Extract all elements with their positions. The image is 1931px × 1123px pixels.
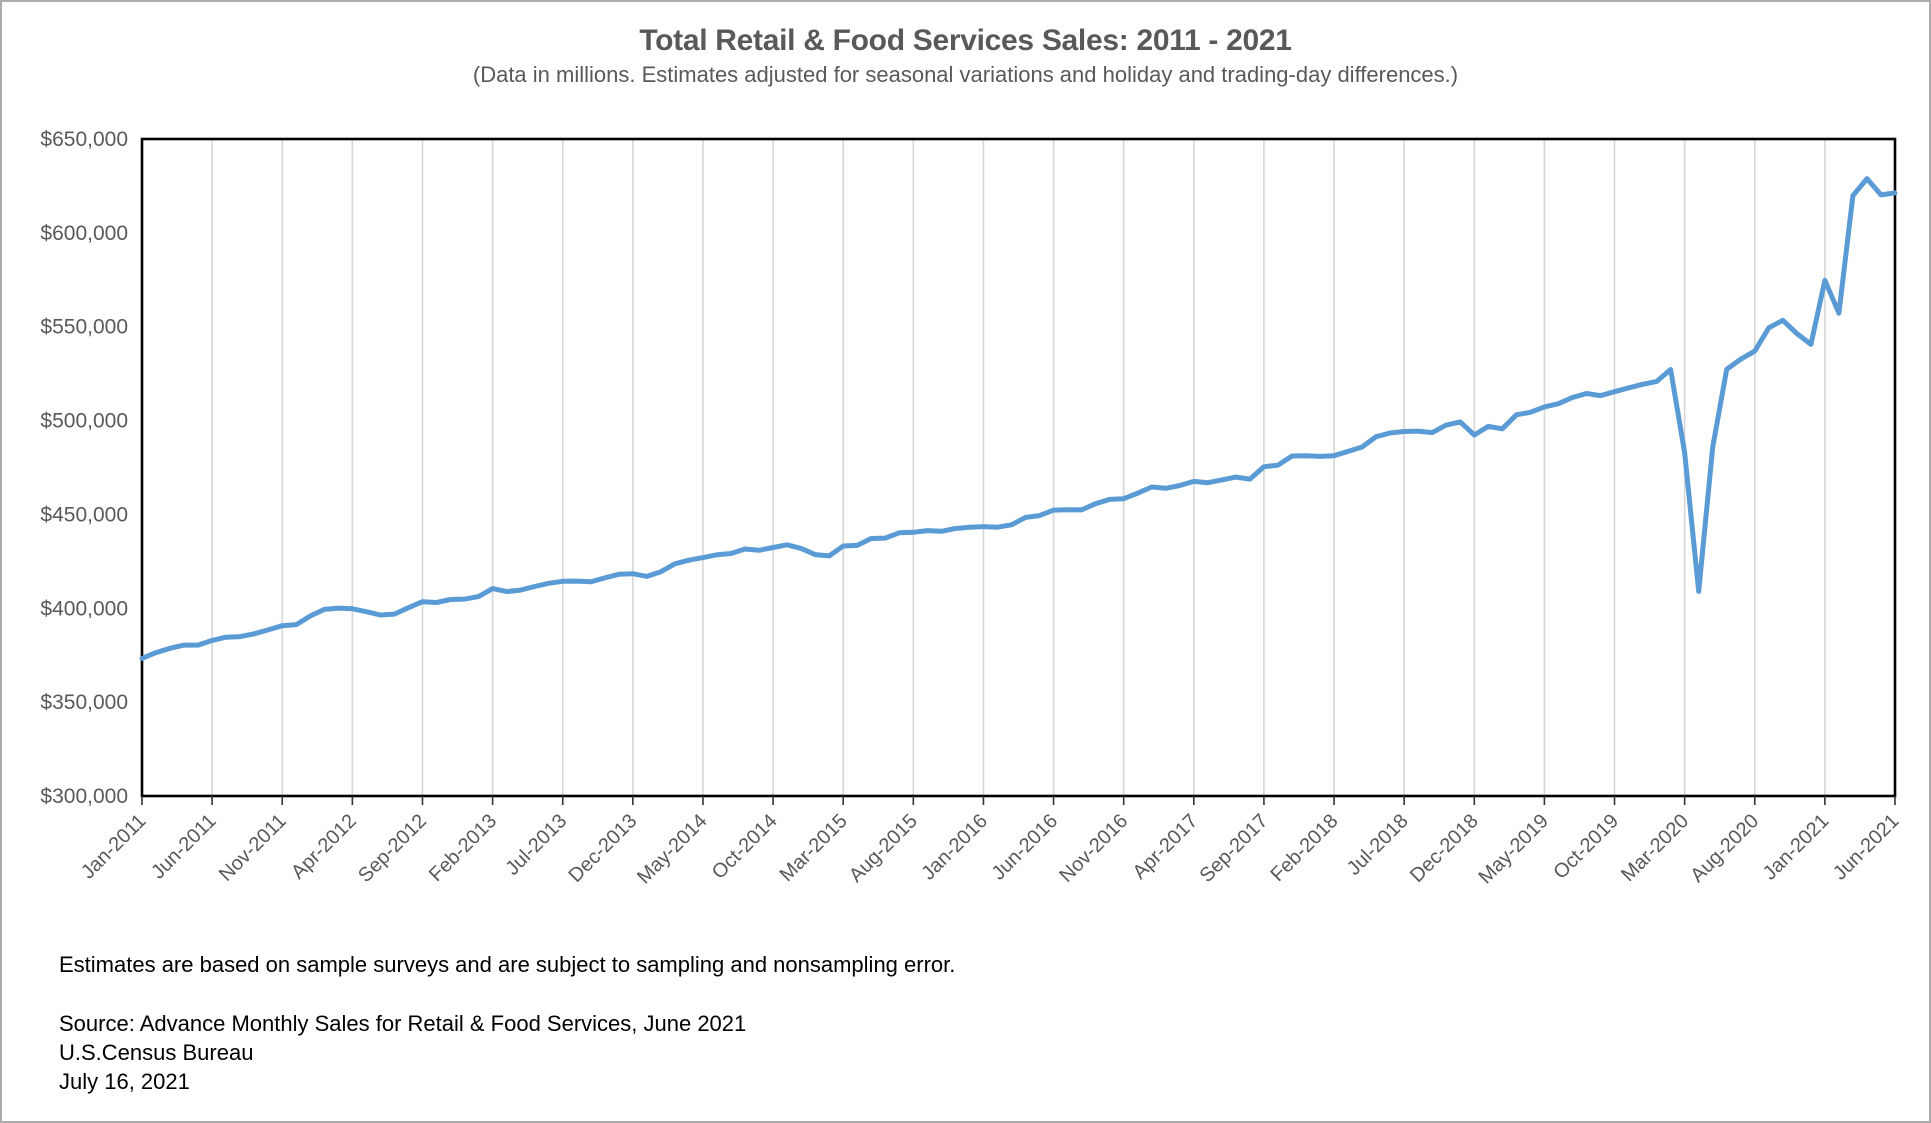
x-tick-label: Jan-2021	[1759, 810, 1834, 885]
y-tick-label: $300,000	[40, 785, 128, 808]
x-tick-label: Sep-2017	[1196, 810, 1273, 887]
source-agency: U.S.Census Bureau	[59, 1040, 254, 1065]
x-tick-label: Jun-2011	[147, 810, 220, 883]
y-tick-label: $400,000	[40, 597, 128, 620]
x-tick-label: Nov-2011	[215, 810, 291, 886]
x-tick-label: Jun-2021	[1829, 810, 1904, 885]
x-tick-label: Jan-2011	[77, 810, 150, 883]
x-tick-label: Feb-2018	[1266, 810, 1342, 886]
x-tick-label: Feb-2013	[425, 810, 501, 886]
x-tick-label: Nov-2016	[1055, 810, 1132, 887]
y-tick-label: $350,000	[40, 691, 128, 714]
x-tick-label: Jan-2016	[917, 810, 992, 885]
x-tick-label: Aug-2020	[1686, 810, 1763, 887]
x-tick-label: Jul-2018	[1343, 810, 1413, 880]
x-tick-label: Apr-2017	[1129, 810, 1203, 884]
chart-subtitle: (Data in millions. Estimates adjusted fo…	[472, 62, 1459, 87]
y-tick-label: $550,000	[40, 316, 128, 339]
source-line: Source: Advance Monthly Sales for Retail…	[59, 1011, 747, 1036]
x-tick-label: Dec-2013	[564, 810, 641, 887]
plot-frame	[140, 137, 1897, 798]
y-tick-label: $450,000	[40, 503, 128, 526]
x-tick-label: Jul-2013	[501, 810, 571, 880]
line-chart-canvas: $650,000 $600,000 $550,000 $500,000 $450,000…	[40, 128, 1904, 888]
x-tick-label: Apr-2012	[287, 810, 361, 884]
footnote-sampling-error: Estimates are based on sample surveys an…	[59, 952, 956, 977]
x-tick-label: Jun-2016	[988, 810, 1063, 885]
x-tick-label: Oct-2019	[1549, 810, 1623, 884]
x-tick-label: Dec-2018	[1406, 810, 1483, 887]
x-tick-label: May-2019	[1474, 810, 1552, 888]
source-date: July 16, 2021	[59, 1069, 190, 1094]
x-tick-label: Aug-2015	[845, 810, 922, 887]
chart-title: Total Retail & Food Services Sales: 2011…	[639, 24, 1292, 57]
y-tick-label: $600,000	[40, 222, 128, 245]
y-tick-label: $650,000	[40, 128, 128, 151]
x-tick-label: Mar-2015	[776, 810, 852, 886]
x-tick-label: May-2014	[633, 810, 711, 888]
source-block: Source: Advance Monthly Sales for Retail…	[59, 1009, 746, 1096]
x-tick-label: Oct-2014	[708, 810, 782, 884]
y-tick-label: $500,000	[40, 410, 128, 433]
x-tick-label: Sep-2012	[354, 810, 431, 887]
sales-line	[139, 176, 1898, 661]
x-tick-label: Mar-2020	[1617, 810, 1693, 886]
